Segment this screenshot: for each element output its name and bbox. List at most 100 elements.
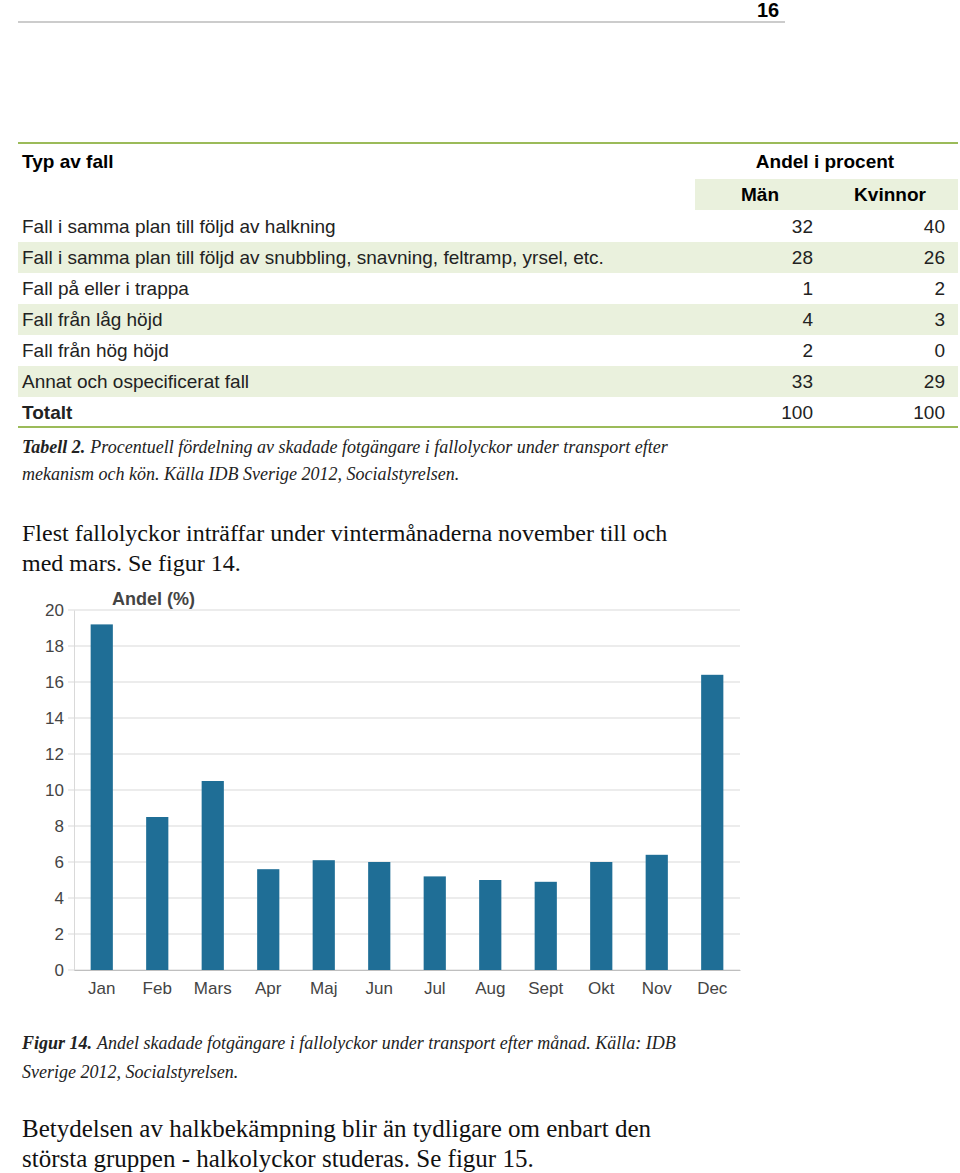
y-tick-label: 10 <box>45 781 64 800</box>
bar <box>701 675 723 970</box>
x-tick-label: Dec <box>697 979 728 998</box>
table-caption: Tabell 2.Procentuell fördelning av skada… <box>22 437 669 457</box>
cell-value: 3 <box>934 309 945 330</box>
grid-line <box>68 790 740 791</box>
grid-line <box>68 610 740 611</box>
cell-value: 33 <box>792 371 813 392</box>
table: Typ av fall Andel i procent Män Kvinnor Fall… <box>18 143 958 427</box>
table-caption-text: Procentuell fördelning av skadade fotgän… <box>89 437 668 457</box>
row-label: Fall i samma plan till följd av halkning <box>22 216 336 237</box>
y-tick-label: 20 <box>45 601 64 620</box>
y-tick-label: 12 <box>45 745 64 764</box>
x-tick: Jan <box>88 970 115 998</box>
cell-value: 40 <box>924 216 945 237</box>
bar <box>91 624 113 970</box>
paragraph: Betydelsen av halkbekämpning blir än tyd… <box>22 1115 651 1142</box>
row-background <box>18 304 958 335</box>
table-caption: mekanism och kön. Källa IDB Sverige 2012… <box>22 464 459 484</box>
cell-value: 100 <box>913 402 945 423</box>
grid-line <box>68 646 740 647</box>
x-tick: Mars <box>194 970 232 998</box>
header-rule <box>18 22 785 23</box>
figure-caption: Figur 14.Andel skadade fotgängare i fall… <box>21 1033 676 1053</box>
row-background <box>18 242 958 273</box>
paragraph: med mars. Se figur 14. <box>22 550 241 576</box>
cell-value: 2 <box>934 278 945 299</box>
grid-line <box>68 970 740 971</box>
cell-value: 26 <box>924 247 945 268</box>
subcolumn-header: Män <box>741 184 779 205</box>
y-tick: 6 <box>55 853 74 872</box>
x-tick-label: Feb <box>143 979 172 998</box>
cell-value: 0 <box>934 340 945 361</box>
y-tick-label: 4 <box>55 889 64 908</box>
row-label: Fall från låg höjd <box>22 309 162 330</box>
y-tick: 18 <box>45 637 74 656</box>
x-tick: Nov <box>642 970 673 998</box>
paragraph: största gruppen - halkolyckor studeras. … <box>22 1145 534 1172</box>
bar <box>590 862 612 970</box>
grid-line <box>68 862 740 863</box>
figure-caption: Sverige 2012, Socialstyrelsen. <box>22 1062 238 1082</box>
x-axis: JanFebMarsAprMajJunJulAugSeptOktNovDec <box>75 970 741 998</box>
y-tick: 14 <box>45 709 74 728</box>
y-tick: 2 <box>55 925 74 944</box>
y-tick: 12 <box>45 745 74 764</box>
group-header: Andel i procent <box>756 151 895 172</box>
y-tick: 0 <box>55 961 74 980</box>
y-tick-label: 0 <box>55 961 64 980</box>
y-tick: 16 <box>45 673 74 692</box>
x-tick-label: Nov <box>642 979 673 998</box>
cell-value: 32 <box>792 216 813 237</box>
bar <box>146 817 168 970</box>
x-tick-label: Maj <box>310 979 337 998</box>
x-tick: Jun <box>366 970 393 998</box>
y-tick-label: 8 <box>55 817 64 836</box>
y-tick-label: 16 <box>45 673 64 692</box>
bar <box>368 862 390 970</box>
x-tick: Maj <box>310 970 337 998</box>
x-tick-label: Apr <box>255 979 282 998</box>
cell-value: 2 <box>802 340 813 361</box>
y-tick: 20 <box>45 601 74 620</box>
chart: 0 2 4 6 8 10 12 14 16 18 20 Jan Feb Mars Apr Maj Jun Jul A… <box>45 589 740 998</box>
grid-line <box>68 754 740 755</box>
row-label: Fall på eller i trappa <box>22 278 189 299</box>
bar <box>424 876 446 970</box>
x-tick-label: Aug <box>475 979 505 998</box>
grid-line <box>68 934 740 935</box>
x-tick: Sept <box>528 970 563 998</box>
grid-line <box>68 718 740 719</box>
x-tick-label: Mars <box>194 979 232 998</box>
y-tick-label: 2 <box>55 925 64 944</box>
subheader-background <box>695 179 958 210</box>
grid-line <box>68 898 740 899</box>
grid-line <box>68 826 740 827</box>
bar <box>257 869 279 970</box>
cell-value: 100 <box>781 402 813 423</box>
table-bottom-rule <box>18 426 958 428</box>
bar <box>479 880 501 970</box>
y-tick: 4 <box>55 889 74 908</box>
cell-value: 1 <box>802 278 813 299</box>
x-tick: Aug <box>475 970 505 998</box>
subcolumn-header: Kvinnor <box>854 184 926 205</box>
row-label: Annat och ospecificerat fall <box>22 371 249 392</box>
cell-value: 29 <box>924 371 945 392</box>
grid-line <box>68 682 740 683</box>
bar <box>535 882 557 970</box>
y-axis: 0 2 4 6 8 10 12 14 16 18 20 <box>45 601 74 980</box>
row-label: Fall i samma plan till följd av snubblin… <box>22 247 604 268</box>
x-tick: Apr <box>255 970 282 998</box>
x-tick-label: Sept <box>528 979 563 998</box>
table-caption-label: Tabell 2. <box>22 437 85 457</box>
x-tick: Dec <box>697 970 728 998</box>
row-background <box>18 366 958 397</box>
figure-caption-text: Andel skadade fotgängare i fallolyckor u… <box>96 1033 676 1053</box>
bar <box>313 860 335 970</box>
x-tick: Jul <box>424 970 446 998</box>
y-tick: 10 <box>45 781 74 800</box>
column-header: Typ av fall <box>22 151 114 172</box>
y-tick-label: 14 <box>45 709 64 728</box>
x-tick: Feb <box>143 970 172 998</box>
